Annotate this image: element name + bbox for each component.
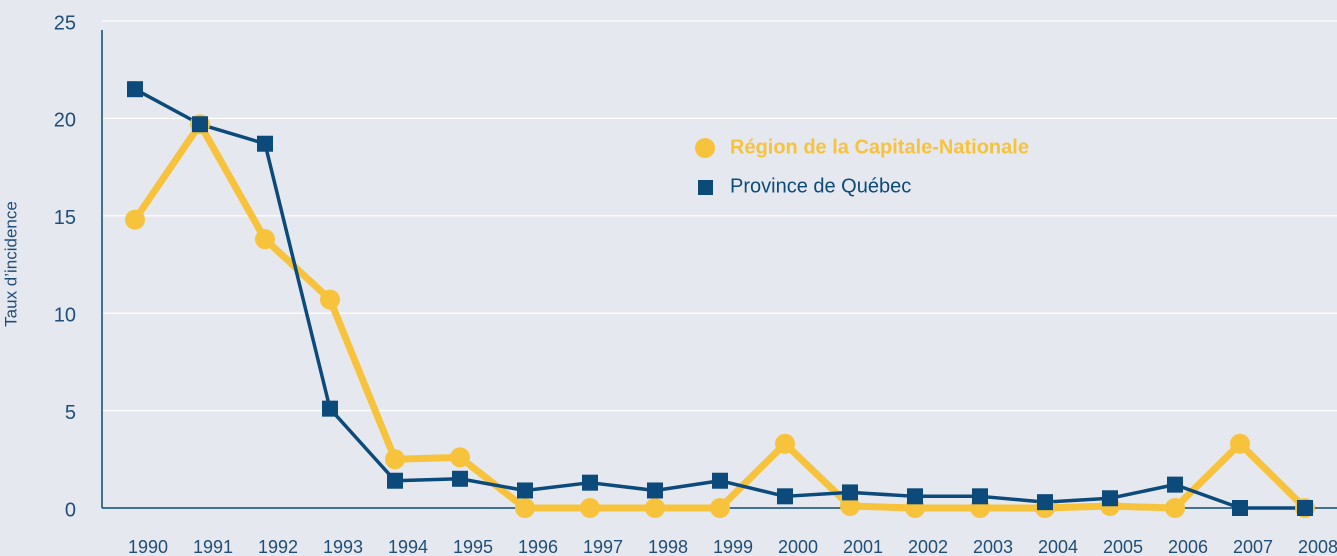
point xyxy=(192,116,208,133)
x-tick-label: 2000 xyxy=(778,537,818,556)
point xyxy=(385,449,405,470)
point xyxy=(452,470,468,487)
point xyxy=(710,498,730,518)
x-tick-label: 1999 xyxy=(713,537,753,556)
point xyxy=(255,229,275,250)
y-tick-label: 20 xyxy=(54,110,76,132)
x-tick-label: 1993 xyxy=(323,537,363,556)
y-tick-label: 15 xyxy=(54,207,76,229)
x-tick-label: 2004 xyxy=(1038,537,1078,556)
x-tick-label: 2003 xyxy=(973,537,1013,556)
point xyxy=(515,498,535,518)
x-tick-label: 1991 xyxy=(193,537,233,556)
y-tick-label: 25 xyxy=(54,12,76,34)
x-tick-label: 2002 xyxy=(908,537,948,556)
point xyxy=(582,474,598,491)
point xyxy=(580,498,600,518)
point xyxy=(387,472,403,489)
legend-label: Région de la Capitale-Nationale xyxy=(730,136,1029,158)
point xyxy=(775,433,795,454)
legend-swatch xyxy=(695,138,715,158)
x-tick-label: 1990 xyxy=(128,537,168,556)
point xyxy=(972,488,988,505)
point xyxy=(322,400,338,417)
point xyxy=(125,209,145,230)
point xyxy=(1167,476,1183,493)
x-tick-label: 1997 xyxy=(583,537,623,556)
point xyxy=(1232,500,1248,516)
point xyxy=(842,484,858,501)
x-tick-label: 2001 xyxy=(843,537,883,556)
x-tick-label: 2006 xyxy=(1168,537,1208,556)
y-axis-label: Taux d’incidence xyxy=(1,201,20,327)
point xyxy=(645,498,665,518)
point xyxy=(517,482,533,499)
x-tick-label: 2005 xyxy=(1103,537,1143,556)
x-tick-label: 1992 xyxy=(258,537,298,556)
x-tick-label: 2008 xyxy=(1298,537,1337,556)
point xyxy=(320,289,340,310)
point xyxy=(1165,498,1185,518)
legend-label: Province de Québec xyxy=(730,175,911,197)
y-tick-label: 0 xyxy=(65,499,76,521)
point xyxy=(712,472,728,489)
y-tick-label: 5 xyxy=(65,402,76,424)
point xyxy=(450,447,470,468)
point xyxy=(257,135,273,152)
point xyxy=(1230,433,1250,454)
point xyxy=(840,496,860,517)
legend-swatch xyxy=(698,180,713,195)
point xyxy=(127,81,143,98)
x-tick-label: 1994 xyxy=(388,537,428,556)
x-tick-label: 1998 xyxy=(648,537,688,556)
x-tick-label: 1996 xyxy=(518,537,558,556)
point xyxy=(777,488,793,505)
point xyxy=(1297,500,1313,516)
point xyxy=(1102,490,1118,507)
x-tick-label: 1995 xyxy=(453,537,493,556)
point xyxy=(647,482,663,499)
point xyxy=(1037,494,1053,511)
y-tick-label: 10 xyxy=(54,304,76,326)
point xyxy=(907,488,923,505)
x-tick-label: 2007 xyxy=(1233,537,1273,556)
